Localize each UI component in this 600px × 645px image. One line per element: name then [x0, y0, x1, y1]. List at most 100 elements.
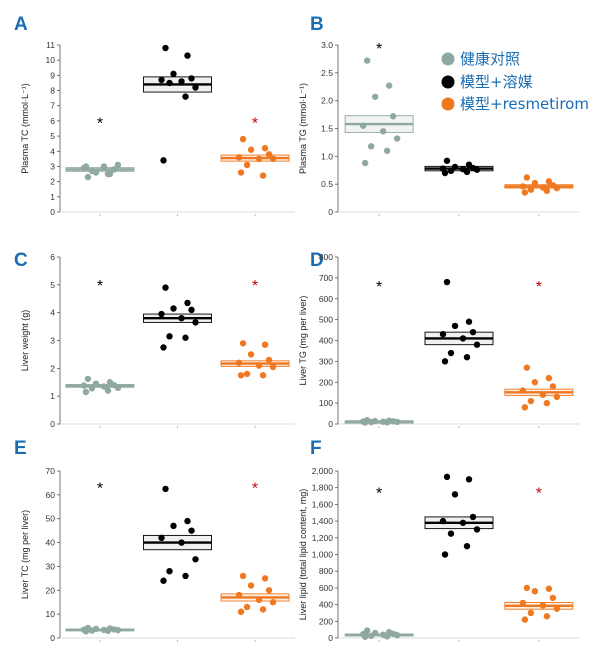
data-point: [178, 78, 185, 85]
data-point: [114, 626, 122, 634]
y-tick-label: 70: [46, 466, 56, 476]
data-point: [439, 517, 447, 525]
panel-letter: E: [14, 438, 27, 459]
panel-letter: F: [310, 438, 322, 459]
data-point: [243, 603, 251, 611]
data-point: [82, 628, 90, 635]
data-point: [441, 551, 449, 558]
data-point: [459, 519, 467, 526]
data-point: [531, 379, 539, 386]
data-point: [523, 364, 531, 371]
y-tick-label: 1.5: [321, 124, 333, 134]
data-point: [521, 616, 529, 623]
data-point: [88, 385, 96, 392]
y-axis-label: Plasma TC (mmol·L⁻¹): [20, 83, 30, 174]
y-axis-label: Plasma TG (mmol·L⁻¹): [298, 83, 308, 174]
y-tick-label: 2,000: [312, 466, 334, 476]
y-tick-label: 700: [319, 273, 333, 283]
legend-swatch-resmetirom: [441, 97, 455, 111]
data-point: [543, 399, 551, 407]
data-point: [82, 388, 90, 396]
data-point: [539, 391, 547, 398]
data-point: [243, 370, 251, 378]
data-point: [261, 145, 269, 152]
significance-star: *: [536, 279, 542, 296]
y-tick-label: 0: [328, 633, 333, 643]
significance-star: *: [97, 115, 103, 132]
data-point: [385, 82, 393, 89]
legend-swatch-vehicle: [441, 75, 455, 89]
data-point: [239, 135, 247, 143]
y-tick-label: 10: [46, 55, 56, 65]
y-tick-label: 1,800: [312, 483, 334, 493]
y-tick-label: 10: [46, 609, 56, 619]
data-point: [523, 584, 531, 592]
data-point: [361, 419, 369, 426]
data-point: [383, 147, 391, 154]
y-tick-label: 11: [46, 40, 55, 50]
data-point: [543, 613, 551, 620]
data-point: [265, 356, 273, 364]
y-tick-label: 5: [50, 280, 55, 290]
data-point: [549, 594, 557, 602]
data-point: [545, 178, 553, 185]
data-point: [160, 577, 167, 584]
significance-star: *: [376, 279, 382, 296]
y-tick-label: 0: [50, 207, 55, 217]
data-point: [88, 167, 96, 175]
panel-E: E 0 10 20 30 40 50 60 70 Liver TC (mg per liver) *…: [14, 438, 295, 643]
data-point: [367, 143, 375, 150]
data-point: [166, 79, 173, 87]
data-point: [441, 169, 449, 177]
data-point: [114, 161, 122, 169]
data-point: [447, 167, 455, 175]
data-point: [80, 382, 88, 389]
data-point: [239, 572, 247, 580]
data-point: [465, 318, 473, 325]
y-tick-label: 1,200: [312, 533, 334, 543]
data-point: [104, 387, 112, 394]
y-tick-label: 6: [50, 116, 55, 126]
data-point: [439, 331, 447, 338]
panel-letter: A: [14, 14, 28, 35]
data-point: [192, 84, 199, 91]
data-point: [269, 155, 277, 163]
data-point: [100, 163, 108, 170]
data-point: [543, 187, 551, 195]
data-point: [443, 157, 451, 164]
y-axis-label: Liver weight (g): [20, 310, 30, 372]
data-point: [178, 315, 185, 322]
panel-F: F 0 200 400 600 800 1,000 1,200 1,400 1,600 1,800 2…: [298, 438, 580, 643]
data-point: [359, 122, 367, 129]
data-point: [553, 605, 561, 612]
legend: 健康对照 模型+溶媒 模型+resmetirom: [441, 50, 589, 113]
data-point: [235, 591, 243, 599]
y-tick-label: 600: [319, 583, 333, 593]
data-point: [255, 362, 263, 369]
data-point: [158, 310, 165, 318]
data-point: [469, 513, 477, 521]
data-point: [259, 606, 267, 613]
data-point: [443, 473, 451, 481]
legend-label-vehicle: 模型+溶媒: [460, 73, 533, 91]
data-point: [545, 374, 553, 382]
data-point: [110, 166, 118, 173]
data-point: [237, 169, 245, 176]
y-tick-label: 1,000: [312, 550, 334, 560]
data-point: [363, 57, 371, 64]
data-point: [255, 596, 263, 604]
data-point: [539, 602, 547, 609]
data-point: [188, 75, 195, 82]
y-tick-label: 1,400: [312, 516, 334, 526]
y-tick-label: 1: [50, 192, 55, 202]
legend-label-control: 健康对照: [460, 50, 520, 68]
data-point: [393, 631, 401, 639]
y-tick-label: 200: [319, 616, 333, 626]
data-point: [261, 341, 269, 348]
y-tick-label: 2: [50, 363, 55, 373]
y-tick-label: 100: [319, 398, 333, 408]
data-point: [441, 358, 449, 365]
data-point: [182, 572, 189, 580]
panel-B: B 0 0.5 1.0 1.5 2.0 2.5 3.0 Plasma TG (mmol·L⁻¹)…: [298, 14, 580, 217]
